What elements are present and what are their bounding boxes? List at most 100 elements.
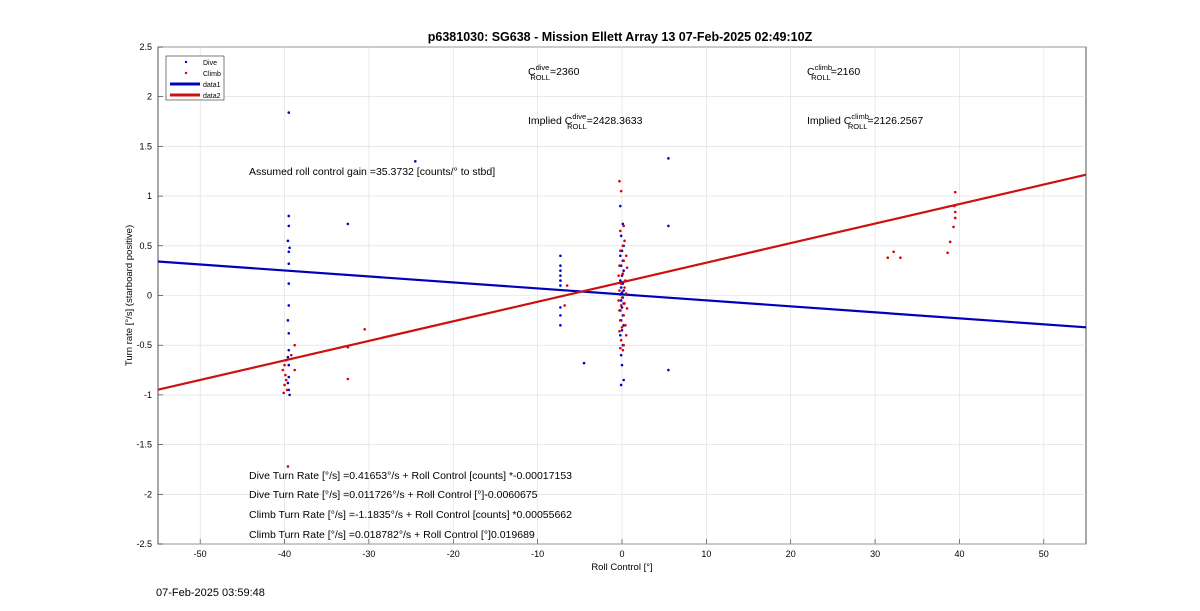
y-tick-labels: -2.5 -2 -1.5 -1 -0.5 0 0.5 1 1.5 2 2.5 [136, 42, 152, 549]
equation-dive-counts: Dive Turn Rate [°/s] =0.41653°/s + Roll … [249, 470, 572, 482]
point-dive [287, 262, 291, 265]
point-climb [619, 346, 622, 350]
x-tick-label: -40 [278, 549, 291, 559]
x-axis-label: Roll Control [°] [591, 562, 652, 573]
point-climb [619, 319, 622, 322]
point-climb [618, 179, 621, 183]
print-timestamp: 07-Feb-2025 03:59:48 [156, 587, 265, 599]
point-dive [287, 348, 291, 352]
legend-entry-dive: Dive [203, 60, 217, 67]
annotation-c-roll-dive: Cdive ROLL=2360 [528, 63, 580, 82]
point-climb [293, 368, 296, 372]
point-dive [287, 304, 291, 307]
data-points [281, 111, 957, 468]
point-dive [620, 274, 624, 277]
point-dive [288, 246, 291, 250]
point-climb [619, 229, 622, 233]
point-climb [623, 286, 626, 289]
plot-area: -50 -40 -30 -20 -10 0 10 20 30 40 50 -2.5-2-1.5-1-… [136, 42, 1087, 559]
y-tick-label: -1 [144, 390, 152, 400]
point-climb [281, 368, 285, 372]
point-climb [953, 190, 957, 194]
x-tick-label: -30 [362, 549, 375, 559]
point-dive [414, 160, 417, 163]
point-climb [621, 272, 625, 275]
point-dive [286, 239, 290, 243]
equation-climb-counts: Climb Turn Rate [°/s] =-1.1835°/s + Roll… [249, 509, 572, 521]
point-dive [287, 375, 291, 379]
point-climb [286, 465, 290, 468]
point-dive [287, 111, 291, 114]
point-climb [282, 391, 286, 395]
point-climb [618, 309, 621, 312]
x-tick-label: 10 [701, 549, 711, 559]
point-climb [283, 383, 286, 387]
point-dive [667, 224, 670, 228]
point-climb [623, 302, 626, 305]
point-climb [619, 282, 623, 285]
point-dive [621, 222, 625, 226]
point-dive [286, 319, 290, 322]
point-dive [620, 306, 624, 309]
point-dive [287, 214, 291, 218]
point-dive [559, 306, 562, 309]
point-dive [622, 269, 625, 272]
y-tick-label: 2.5 [139, 42, 152, 52]
point-dive [559, 274, 562, 277]
legend-entry-climb: Climb [203, 71, 221, 78]
point-dive [559, 284, 562, 287]
point-dive [559, 254, 562, 258]
point-dive [559, 324, 562, 327]
point-climb [284, 358, 288, 362]
point-dive [620, 291, 624, 294]
point-climb [619, 249, 622, 253]
point-climb [625, 307, 629, 310]
point-dive [287, 250, 291, 254]
point-climb [899, 256, 902, 260]
point-dive [286, 355, 290, 359]
point-climb [952, 225, 955, 229]
point-climb [622, 259, 625, 263]
fit-line-data2 [157, 173, 1087, 391]
point-climb [346, 377, 350, 381]
point-climb [620, 326, 624, 329]
point-climb [621, 244, 625, 248]
point-dive [346, 222, 350, 226]
point-dive [619, 293, 622, 296]
point-climb [886, 256, 890, 260]
point-climb [624, 279, 627, 282]
point-dive [667, 368, 670, 372]
point-climb [618, 329, 621, 333]
point-dive [559, 279, 562, 282]
point-climb [293, 343, 296, 347]
point-climb [624, 324, 627, 327]
y-tick-label: 2 [147, 92, 152, 102]
point-climb [285, 388, 289, 392]
point-dive [619, 383, 623, 387]
point-climb [892, 250, 895, 254]
x-tick-label: -10 [531, 549, 544, 559]
legend-entry-data1: data1 [203, 82, 221, 89]
point-climb [622, 224, 625, 228]
legend: Dive Climb data1 data2 [165, 55, 225, 101]
x-tick-label: 40 [954, 549, 964, 559]
point-climb [283, 363, 286, 367]
y-tick-label: -1.5 [136, 440, 152, 450]
x-tick-label: 30 [870, 549, 880, 559]
point-climb [284, 373, 287, 377]
point-dive [582, 361, 586, 365]
point-dive [619, 254, 622, 258]
point-climb [619, 304, 623, 307]
x-tick-label: 20 [786, 549, 796, 559]
point-climb [623, 239, 626, 243]
y-tick-label: 1 [147, 191, 152, 201]
legend-box [165, 55, 225, 101]
point-dive [622, 289, 625, 292]
point-climb [565, 284, 569, 287]
point-climb [363, 327, 366, 331]
point-dive [559, 269, 562, 272]
point-climb [619, 338, 623, 342]
y-tick-label: 0 [147, 291, 152, 301]
point-dive [559, 264, 562, 267]
